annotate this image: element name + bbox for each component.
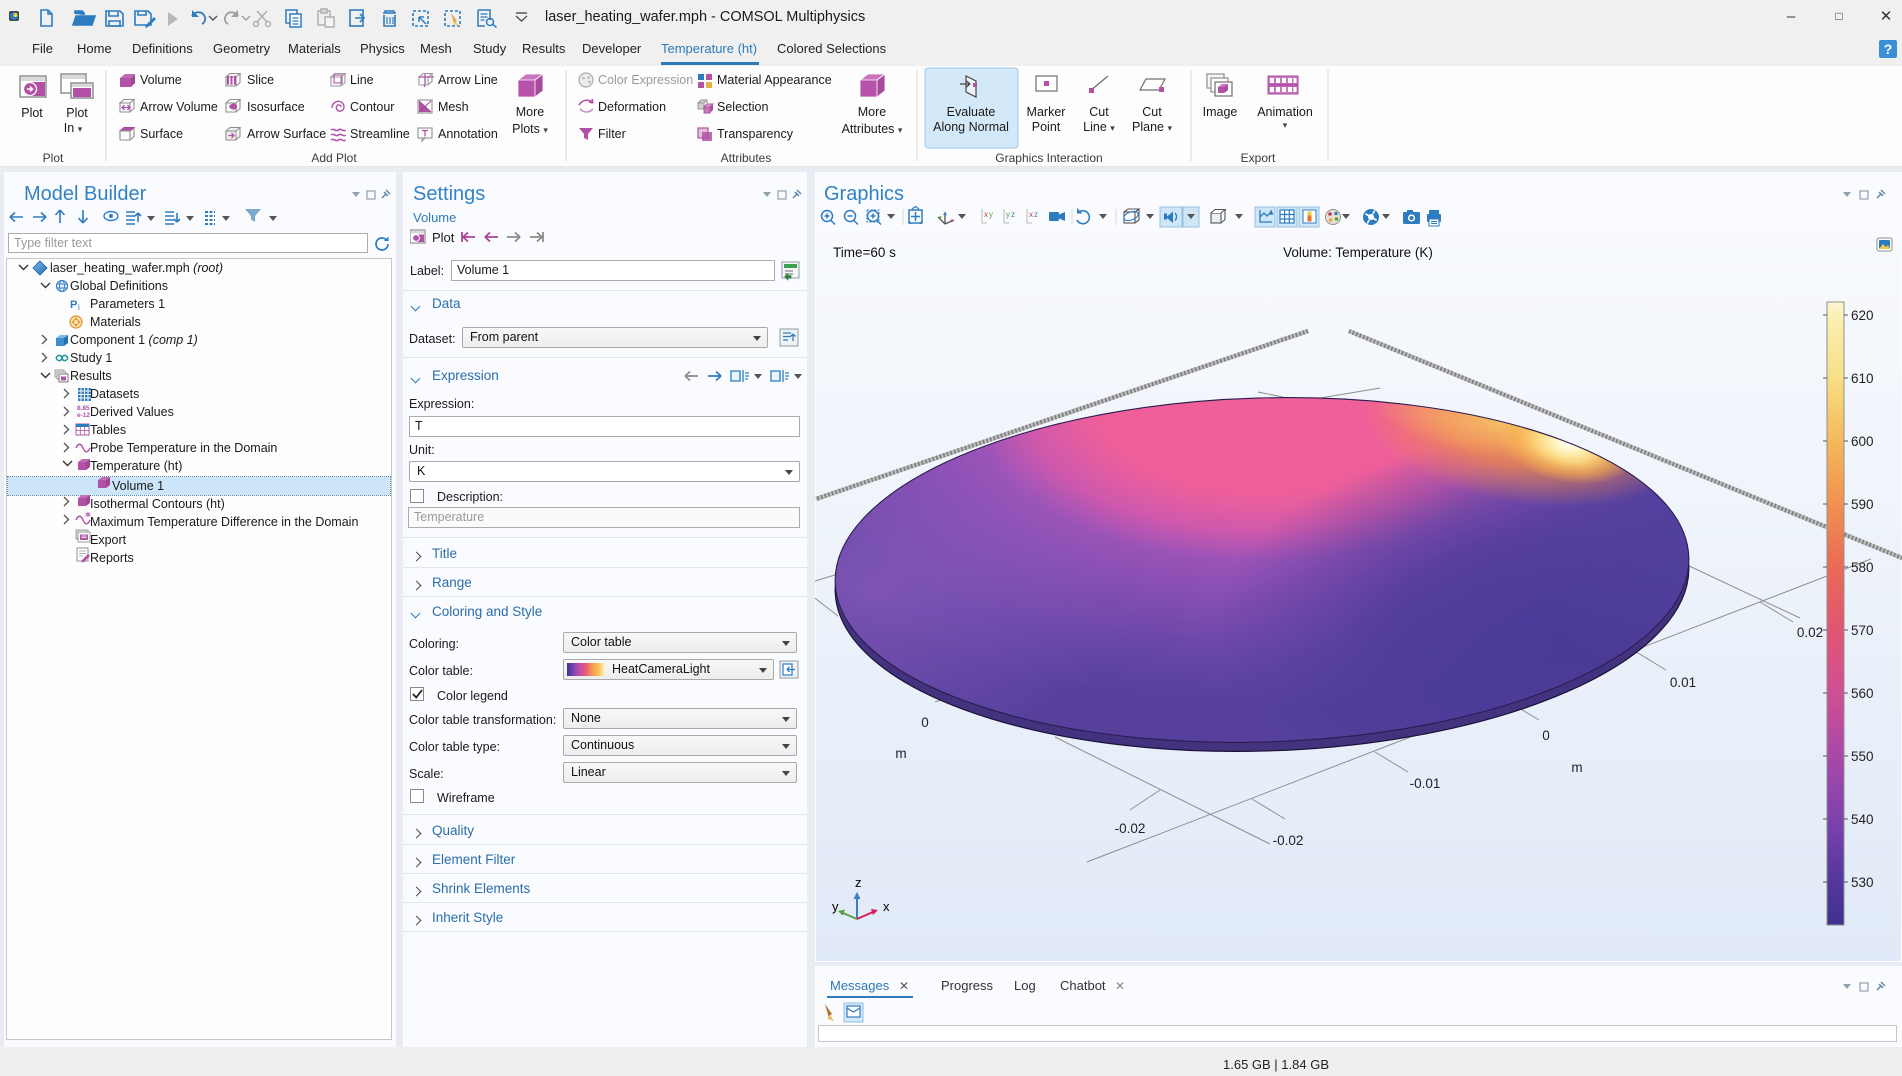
- svg-text:0.01: 0.01: [1670, 675, 1696, 690]
- svg-text:590: 590: [1851, 497, 1874, 512]
- svg-text:y: y: [832, 899, 839, 914]
- svg-text:P: P: [70, 299, 77, 311]
- svg-text:540: 540: [1851, 812, 1874, 827]
- svg-text:0: 0: [921, 715, 929, 730]
- svg-text:530: 530: [1851, 875, 1874, 890]
- svg-text:560: 560: [1851, 686, 1874, 701]
- svg-text:-0.02: -0.02: [1273, 833, 1304, 848]
- svg-text:x: x: [883, 899, 890, 914]
- svg-text:e-12: e-12: [77, 412, 90, 419]
- svg-text:0: 0: [1542, 728, 1550, 743]
- svg-text:610: 610: [1851, 371, 1874, 386]
- svg-text:570: 570: [1851, 623, 1874, 638]
- svg-text:m: m: [1571, 760, 1582, 775]
- svg-text:-0.01: -0.01: [1410, 776, 1441, 791]
- svg-text:580: 580: [1851, 560, 1874, 575]
- svg-text:-0.02: -0.02: [1115, 821, 1146, 836]
- svg-text:i: i: [78, 303, 80, 312]
- svg-text:620: 620: [1851, 308, 1874, 323]
- svg-text:600: 600: [1851, 434, 1874, 449]
- svg-text:8.85: 8.85: [77, 405, 90, 412]
- svg-text:m: m: [895, 746, 906, 761]
- svg-text:0.02: 0.02: [1797, 625, 1823, 640]
- svg-text:z: z: [855, 875, 862, 890]
- svg-text:550: 550: [1851, 749, 1874, 764]
